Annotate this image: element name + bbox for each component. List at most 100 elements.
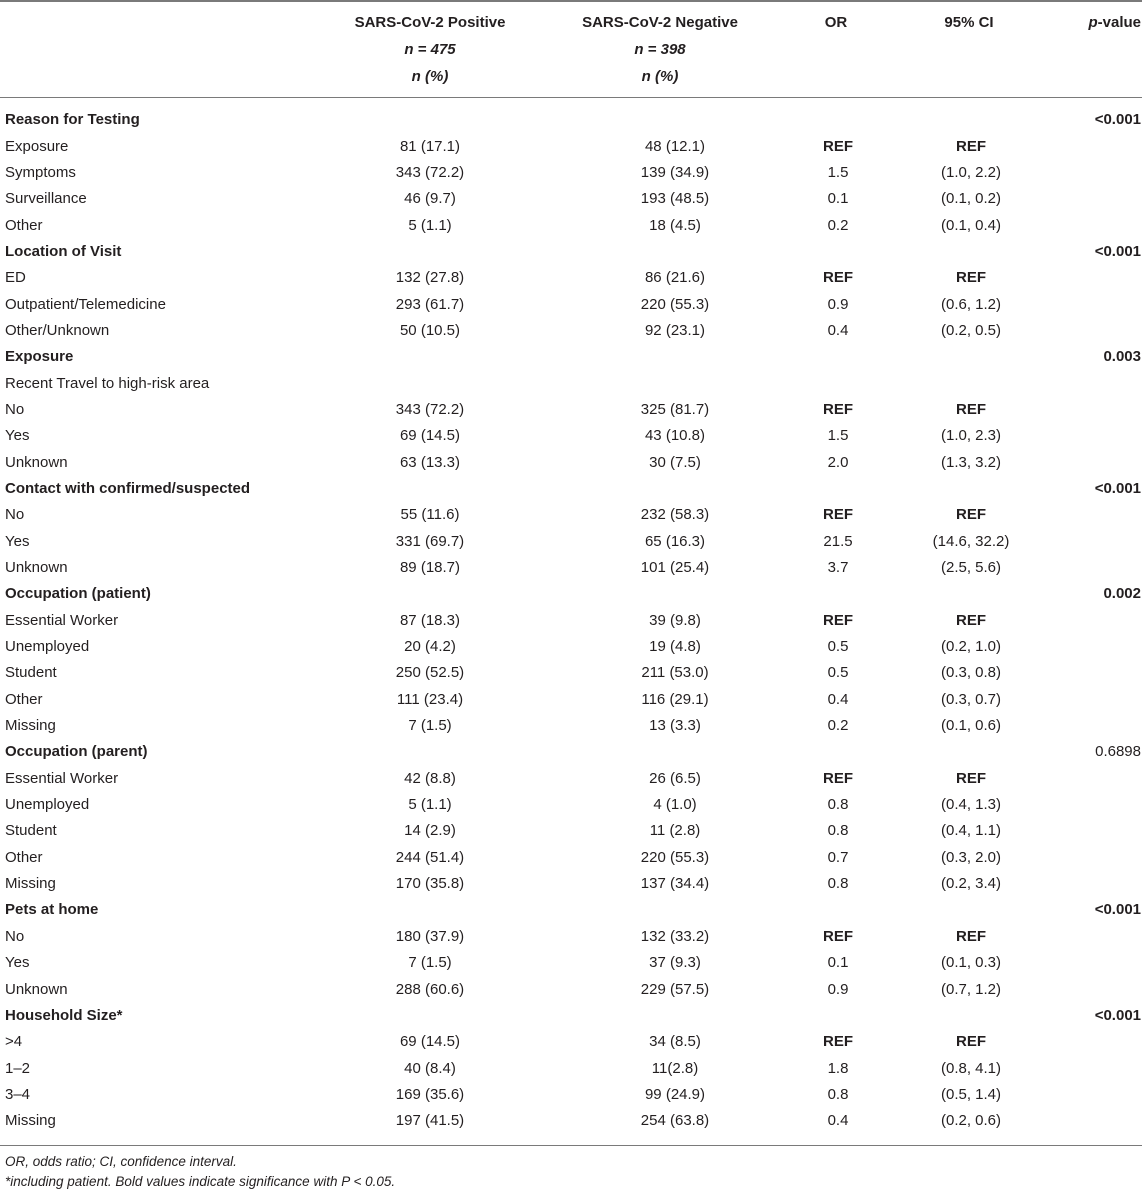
row-label: Student bbox=[5, 822, 57, 840]
positive-n: n = 475 bbox=[404, 41, 456, 58]
table-row: Missing 197 (41.5) 254 (63.8) 0.4 (0.2, 0.6) bbox=[0, 1108, 1146, 1134]
p-value-cell bbox=[1056, 370, 1146, 396]
section-row: Household Size* <0.001 bbox=[0, 1003, 1146, 1029]
negative-n: n = 398 bbox=[634, 41, 686, 58]
positive-cell: 293 (61.7) bbox=[395, 295, 465, 313]
positive-cell bbox=[300, 581, 560, 607]
positive-cell: 89 (18.7) bbox=[399, 559, 461, 577]
p-value-cell bbox=[1056, 318, 1146, 344]
table-row: Missing 7 (1.5) 13 (3.3) 0.2 (0.1, 0.6) bbox=[0, 713, 1146, 739]
ci-cell: (0.2, 0.6) bbox=[940, 1112, 1002, 1130]
negative-cell: 4 (1.0) bbox=[653, 796, 697, 814]
or-cell: 1.8 bbox=[827, 1059, 849, 1077]
ci-cell: (0.1, 0.6) bbox=[940, 717, 1002, 735]
row-label: Occupation (patient) bbox=[5, 585, 151, 603]
ci-cell: (0.1, 0.2) bbox=[940, 190, 1002, 208]
subheading-row: Recent Travel to high-risk area bbox=[0, 370, 1146, 396]
p-label-italic: p bbox=[1088, 14, 1098, 31]
or-cell: 0.9 bbox=[827, 295, 849, 313]
negative-cell: 101 (25.4) bbox=[640, 559, 710, 577]
table-row: Student 250 (52.5) 211 (53.0) 0.5 (0.3, 0.8) bbox=[0, 660, 1146, 686]
table-row: Unknown 89 (18.7) 101 (25.4) 3.7 (2.5, 5.6) bbox=[0, 555, 1146, 581]
negative-cell: 34 (8.5) bbox=[649, 1033, 701, 1051]
positive-cell bbox=[300, 897, 560, 923]
negative-label: SARS-CoV-2 Negative bbox=[582, 14, 738, 31]
row-label: No bbox=[5, 506, 25, 524]
p-value-cell bbox=[1056, 265, 1146, 291]
negative-cell: 229 (57.5) bbox=[640, 980, 710, 998]
positive-cell: 81 (17.1) bbox=[399, 137, 461, 155]
or-cell bbox=[790, 1003, 886, 1029]
table-row: Surveillance 46 (9.7) 193 (48.5) 0.1 (0.1, 0… bbox=[0, 186, 1146, 212]
ci-cell: (14.6, 32.2) bbox=[932, 532, 1010, 550]
positive-cell: 50 (10.5) bbox=[399, 321, 461, 339]
p-value-cell: <0.001 bbox=[1094, 479, 1141, 497]
negative-cell: 325 (81.7) bbox=[640, 400, 710, 418]
ci-label: 95% CI bbox=[944, 14, 994, 31]
p-value-cell bbox=[1056, 291, 1146, 317]
row-label: Unemployed bbox=[5, 638, 90, 656]
negative-cell: 11 (2.8) bbox=[649, 822, 701, 840]
row-label: No bbox=[5, 927, 25, 945]
p-value-cell bbox=[1056, 766, 1146, 792]
or-cell: 2.0 bbox=[827, 453, 849, 471]
negative-cell bbox=[560, 581, 790, 607]
column-header-positive: SARS-CoV-2 Positive n = 475 n (%) bbox=[300, 9, 560, 90]
or-label: OR bbox=[824, 14, 848, 31]
ci-cell: REF bbox=[956, 1033, 986, 1051]
positive-cell bbox=[300, 1003, 560, 1029]
negative-cell: 65 (16.3) bbox=[644, 532, 706, 550]
negative-cell bbox=[560, 1003, 790, 1029]
negative-cell: 211 (53.0) bbox=[641, 664, 709, 682]
negative-cell: 48 (12.1) bbox=[644, 137, 706, 155]
ci-cell: (1.0, 2.2) bbox=[940, 163, 1002, 181]
ci-cell: (0.2, 0.5) bbox=[940, 321, 1002, 339]
p-value-cell bbox=[1056, 687, 1146, 713]
ci-cell: (0.6, 1.2) bbox=[940, 295, 1002, 313]
negative-cell: 86 (21.6) bbox=[644, 269, 706, 287]
row-label: Pets at home bbox=[5, 901, 99, 919]
column-header-negative: SARS-CoV-2 Negative n = 398 n (%) bbox=[530, 9, 790, 90]
row-label: Location of Visit bbox=[5, 242, 122, 260]
table-footnotes: OR, odds ratio; CI, confidence interval.… bbox=[5, 1152, 395, 1192]
section-row: Location of Visit <0.001 bbox=[0, 239, 1146, 265]
section-row: Pets at home <0.001 bbox=[0, 897, 1146, 923]
negative-cell: 116 (29.1) bbox=[641, 690, 709, 708]
ci-cell: (0.2, 3.4) bbox=[940, 875, 1002, 893]
positive-cell bbox=[300, 476, 560, 502]
table-row: Other/Unknown 50 (10.5) 92 (23.1) 0.4 (0.2, … bbox=[0, 318, 1146, 344]
row-label: Contact with confirmed/suspected bbox=[5, 479, 251, 497]
row-label: Other/Unknown bbox=[5, 321, 110, 339]
p-value-cell bbox=[1056, 608, 1146, 634]
or-cell bbox=[790, 897, 886, 923]
row-label: Unknown bbox=[5, 980, 68, 998]
table-row: Symptoms 343 (72.2) 139 (34.9) 1.5 (1.0, 2.2… bbox=[0, 160, 1146, 186]
row-label: Household Size* bbox=[5, 1006, 123, 1024]
row-label: Reason for Testing bbox=[5, 111, 140, 129]
data-table: Reason for Testing <0.001 Exposure 81 (17.1… bbox=[0, 107, 1146, 1134]
or-cell: 0.2 bbox=[827, 717, 849, 735]
table-row: Essential Worker 42 (8.8) 26 (6.5) REF REF bbox=[0, 766, 1146, 792]
p-value-cell bbox=[1056, 397, 1146, 423]
ci-cell: (0.4, 1.1) bbox=[940, 822, 1002, 840]
row-label: Other bbox=[5, 690, 43, 708]
positive-cell: 343 (72.2) bbox=[395, 163, 465, 181]
row-label: Other bbox=[5, 848, 43, 866]
or-cell: 21.5 bbox=[823, 532, 853, 550]
p-value-cell: 0.003 bbox=[1103, 348, 1141, 366]
p-value-cell bbox=[1056, 818, 1146, 844]
negative-cell bbox=[560, 344, 790, 370]
table-row: Yes 69 (14.5) 43 (10.8) 1.5 (1.0, 2.3) bbox=[0, 423, 1146, 449]
p-value-cell bbox=[1056, 634, 1146, 660]
ci-cell bbox=[886, 581, 1056, 607]
table-row: Unknown 63 (13.3) 30 (7.5) 2.0 (1.3, 3.2) bbox=[0, 449, 1146, 475]
or-cell: REF bbox=[823, 927, 853, 945]
negative-cell: 26 (6.5) bbox=[649, 769, 701, 787]
section-row: Exposure 0.003 bbox=[0, 344, 1146, 370]
ci-cell: (0.8, 4.1) bbox=[940, 1059, 1002, 1077]
negative-cell: 232 (58.3) bbox=[640, 506, 710, 524]
or-cell: 0.1 bbox=[827, 954, 849, 972]
row-label: Other bbox=[5, 216, 43, 234]
ci-cell: REF bbox=[956, 927, 986, 945]
row-label: Occupation (parent) bbox=[5, 743, 148, 761]
